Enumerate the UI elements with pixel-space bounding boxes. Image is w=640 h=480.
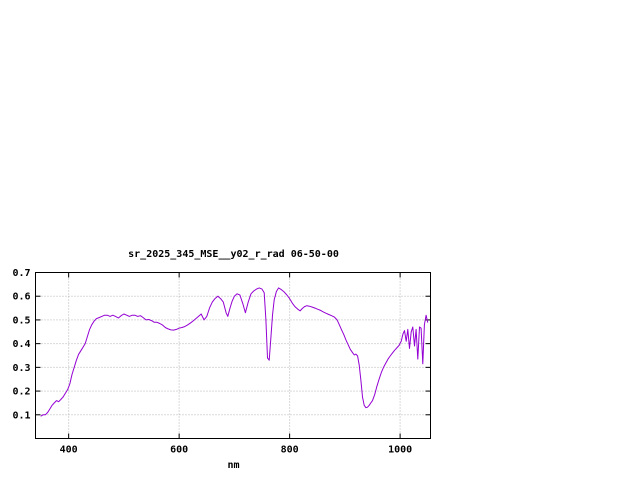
x-tick-label: 600 — [170, 445, 188, 456]
y-tick-label: 0.6 — [12, 292, 30, 303]
y-tick-label: 0.5 — [12, 315, 30, 326]
y-tick-label: 0.1 — [12, 410, 30, 421]
y-tick-label: 0.3 — [12, 363, 30, 374]
series-line — [40, 287, 429, 417]
x-tick-label: 800 — [281, 445, 299, 456]
chart-title: sr_2025_345_MSE__y02_r_rad 06-50-00 — [128, 249, 339, 260]
plot-border — [35, 272, 431, 439]
y-tick-label: 0.4 — [12, 339, 30, 350]
x-axis-label: nm — [227, 460, 240, 471]
x-tick-label: 400 — [60, 445, 78, 456]
x-tick-label: 1000 — [388, 445, 412, 456]
y-tick-label: 0.7 — [12, 268, 30, 279]
y-tick-label: 0.2 — [12, 387, 30, 398]
